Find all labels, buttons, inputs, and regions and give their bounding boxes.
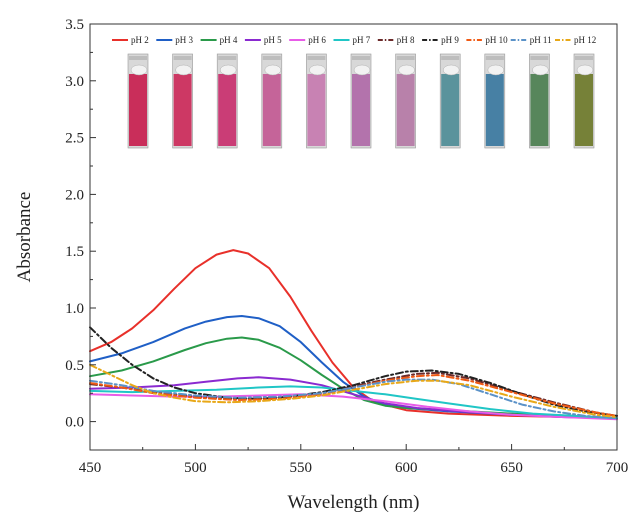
series-line	[89, 371, 618, 417]
y-tick-label: 0.0	[65, 415, 84, 431]
legend-label: pH 9	[441, 35, 459, 45]
y-tick-label: 0.5	[65, 358, 84, 374]
cuvette	[127, 53, 149, 149]
cuvette	[350, 53, 372, 149]
cuvette	[306, 53, 327, 149]
legend-entry: pH 10	[466, 35, 508, 45]
cuvette	[172, 53, 193, 149]
legend-label: pH 4	[220, 35, 238, 45]
series-line	[89, 326, 618, 417]
x-tick-label: 650	[500, 460, 523, 476]
axes: 450 500 550 600 650 700 0.0 0.5 1.0 1.5 2.0 2.5 3.0 3…	[65, 17, 628, 476]
legend-label: pH 12	[574, 35, 596, 45]
legend-entry: pH 6	[289, 35, 326, 45]
x-axis-label: Wavelength (nm)	[288, 492, 420, 513]
series-line	[89, 393, 618, 421]
series-line	[89, 336, 618, 420]
legend-entry: pH 2	[112, 35, 149, 45]
series-line	[89, 378, 618, 420]
y-axis-label: Absorbance	[14, 192, 35, 283]
y-tick-label: 3.0	[65, 74, 84, 90]
series-layer	[89, 249, 618, 421]
legend-label: pH 7	[353, 35, 371, 45]
cuvette	[529, 53, 550, 149]
legend: pH 2 pH 3 pH 4 pH 5 pH 6 pH 7 pH 8 pH 9 pH 10 pH …	[112, 35, 596, 45]
y-tick-label: 2.0	[65, 187, 84, 203]
cuvette	[395, 53, 416, 149]
legend-entry: pH 7	[333, 35, 371, 45]
series-line	[89, 249, 618, 420]
legend-label: pH 11	[530, 35, 552, 45]
cuvette	[261, 53, 283, 149]
legend-entry: pH 11	[510, 35, 552, 45]
legend-label: pH 10	[485, 35, 508, 45]
x-tick-label: 700	[606, 460, 629, 476]
legend-label: pH 8	[397, 35, 415, 45]
series-line	[89, 385, 618, 420]
x-tick-label: 550	[290, 460, 313, 476]
legend-label: pH 2	[131, 35, 149, 45]
x-tick-label: 500	[184, 460, 207, 476]
cuvette	[439, 53, 461, 149]
y-tick-label: 3.5	[65, 17, 84, 33]
series-line	[89, 315, 618, 420]
legend-entry: pH 5	[244, 35, 282, 45]
legend-entry: pH 8	[377, 35, 415, 45]
x-tick-label: 450	[79, 460, 102, 476]
legend-label: pH 5	[264, 35, 282, 45]
y-tick-label: 1.5	[65, 244, 84, 260]
series-line	[89, 363, 618, 419]
legend-entry: pH 4	[200, 35, 238, 45]
x-tick-label: 600	[395, 460, 418, 476]
legend-entry: pH 12	[555, 35, 596, 45]
legend-label: pH 6	[308, 35, 326, 45]
cuvette	[573, 53, 595, 149]
legend-entry: pH 3	[156, 35, 194, 45]
legend-label: pH 3	[175, 35, 193, 45]
cuvette-photo-inset	[127, 53, 595, 149]
cuvette	[216, 53, 238, 149]
y-tick-label: 1.0	[65, 301, 84, 317]
legend-entry: pH 9	[422, 35, 459, 45]
y-tick-label: 2.5	[65, 131, 84, 147]
cuvette	[484, 53, 506, 149]
